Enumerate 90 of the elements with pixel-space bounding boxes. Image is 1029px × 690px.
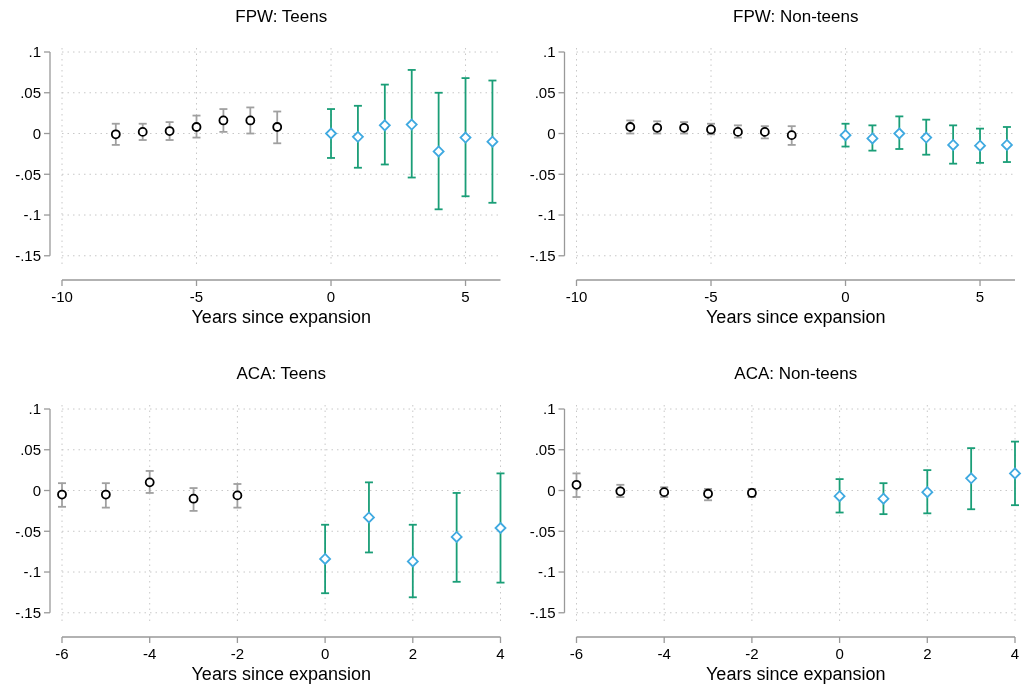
y-tick-label: -.15	[15, 247, 41, 265]
x-tick-label: -2	[230, 645, 245, 662]
y-tick-label: .05	[534, 441, 556, 458]
point	[352, 130, 364, 143]
point	[459, 131, 472, 144]
point	[245, 115, 256, 126]
point	[406, 555, 419, 568]
x-tick-label: -2	[745, 645, 759, 662]
point	[232, 490, 243, 501]
x-tick-label: 5	[461, 288, 470, 305]
y-tick-label: -.05	[529, 522, 556, 540]
point	[272, 122, 283, 132]
y-tick-label: -.15	[15, 604, 41, 622]
x-tick-label: -4	[143, 645, 157, 662]
y-tick-label: .1	[28, 400, 41, 418]
y-tick-label: -.15	[529, 604, 556, 622]
point	[965, 472, 978, 485]
x-tick-label: 2	[923, 645, 932, 662]
point	[486, 135, 499, 148]
point	[110, 129, 121, 140]
point	[1009, 467, 1021, 480]
chart-title: ACA: Non-teens	[734, 364, 858, 383]
y-tick-label: -.1	[537, 206, 556, 224]
y-tick-label: .05	[20, 84, 41, 101]
y-tick-label: .1	[542, 43, 556, 61]
point	[325, 127, 337, 140]
x-tick-label: -4	[657, 645, 671, 662]
point	[974, 139, 986, 152]
x-tick-label: -5	[704, 288, 718, 305]
y-tick-label: 0	[32, 124, 41, 142]
y-tick-label: .1	[542, 400, 556, 418]
x-tick-label: 0	[326, 288, 336, 305]
x-tick-label: -10	[51, 288, 73, 305]
x-tick-label: 4	[496, 645, 505, 662]
y-tick-label: -.15	[529, 247, 556, 265]
point	[786, 130, 797, 141]
y-tick-label: .05	[534, 84, 556, 101]
x-tick-label: -10	[565, 288, 588, 305]
point	[218, 115, 229, 126]
point	[100, 489, 111, 500]
point	[378, 119, 391, 132]
point	[164, 126, 175, 136]
point	[319, 553, 331, 565]
x-axis-title: Years since expansion	[191, 307, 371, 327]
x-axis-title: Years since expansion	[191, 664, 371, 684]
chart-title: FPW: Teens	[235, 7, 328, 26]
x-tick-label: 0	[320, 645, 330, 662]
point	[921, 486, 934, 499]
y-tick-label: -.05	[15, 522, 41, 540]
x-tick-label: 4	[1010, 645, 1020, 662]
y-tick-label: -.05	[529, 165, 556, 183]
y-tick-label: -.1	[537, 563, 556, 581]
x-axis-title: Years since expansion	[706, 664, 886, 684]
y-tick-label: 0	[547, 481, 556, 499]
y-tick-label: .05	[20, 441, 41, 458]
point	[188, 493, 199, 504]
point	[877, 492, 890, 505]
point	[432, 145, 445, 158]
x-tick-label: -5	[189, 288, 204, 305]
point	[494, 522, 507, 534]
y-tick-label: 0	[32, 481, 41, 499]
y-tick-label: -.1	[23, 563, 41, 581]
point	[405, 118, 418, 131]
x-axis-title: Years since expansion	[706, 307, 886, 327]
x-tick-label: 0	[835, 645, 844, 662]
point	[866, 132, 879, 145]
x-tick-label: -6	[55, 645, 69, 662]
point	[450, 531, 463, 543]
point	[571, 479, 582, 490]
chart-title: ACA: Teens	[236, 364, 326, 383]
point	[839, 129, 852, 142]
x-tick-label: 0	[841, 288, 850, 305]
point	[363, 511, 375, 524]
x-tick-label: -6	[569, 645, 584, 662]
y-tick-label: 0	[547, 124, 556, 142]
y-tick-label: -.1	[23, 206, 41, 224]
x-tick-label: 2	[408, 645, 417, 662]
point	[893, 127, 906, 140]
y-tick-label: .1	[28, 43, 41, 61]
point	[1001, 139, 1013, 151]
point	[144, 477, 155, 488]
y-tick-label: -.05	[15, 165, 41, 183]
chart-title: FPW: Non-teens	[733, 7, 859, 26]
point	[137, 126, 148, 137]
point	[833, 490, 846, 503]
point	[57, 489, 67, 500]
point	[947, 139, 960, 151]
point	[191, 122, 202, 132]
point	[920, 131, 933, 144]
x-tick-label: 5	[975, 288, 985, 305]
